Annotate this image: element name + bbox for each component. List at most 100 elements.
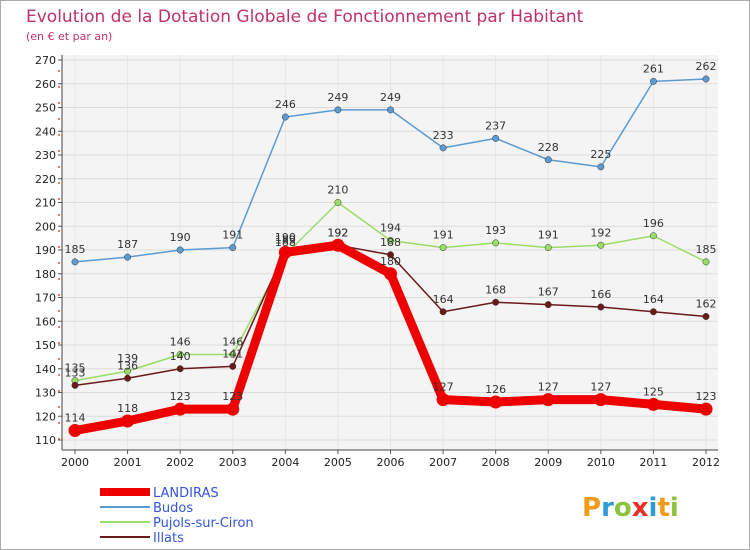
data-point: [702, 258, 710, 266]
data-point: [173, 402, 187, 416]
data-point: [176, 246, 184, 254]
data-label: 261: [643, 62, 664, 75]
data-point: [492, 239, 500, 247]
data-point: [544, 244, 552, 252]
data-label: 141: [222, 347, 243, 360]
data-label: 191: [222, 229, 243, 242]
data-point: [649, 77, 657, 85]
data-label: 192: [327, 226, 348, 239]
y-axis-ticks: 110 120 130 140 150 160 170 180 190 200 210 220 230 2…: [35, 54, 62, 447]
x-tick-label: 2009: [534, 456, 562, 469]
data-label: 135: [65, 362, 86, 375]
y-tick-label: 220: [35, 173, 56, 186]
data-label: 127: [590, 381, 611, 394]
y-tick-label: 210: [35, 197, 56, 210]
data-point: [544, 301, 552, 309]
data-labels: 185 187 190 191 246 249 249 233 237 228 225 261 262 1…: [65, 60, 717, 425]
data-point: [646, 397, 660, 411]
data-point: [124, 253, 132, 261]
data-label: 191: [538, 229, 559, 242]
data-label: 187: [117, 238, 138, 251]
x-tick-label: 2004: [271, 456, 299, 469]
x-tick-label: 2008: [482, 456, 510, 469]
data-label: 185: [696, 243, 717, 256]
data-point: [71, 258, 79, 266]
data-label: 233: [433, 129, 454, 142]
data-label: 167: [538, 286, 559, 299]
data-label: 166: [590, 288, 611, 301]
x-tick-label: 2006: [377, 456, 405, 469]
proxiti-logo: Proxiti: [582, 493, 679, 523]
data-label: 168: [485, 283, 506, 296]
data-point: [649, 308, 657, 316]
data-label: 190: [275, 231, 296, 244]
x-tick-label: 2003: [219, 456, 247, 469]
data-label: 189: [275, 233, 296, 246]
data-point: [544, 156, 552, 164]
y-tick-label: 150: [35, 339, 56, 352]
data-point: [71, 381, 79, 389]
legend-label: LANDIRAS: [153, 486, 219, 501]
data-point: [124, 367, 132, 375]
data-point: [489, 395, 503, 409]
data-point: [597, 241, 605, 249]
data-label: 139: [117, 352, 138, 365]
data-label: 123: [696, 390, 717, 403]
data-point: [176, 365, 184, 373]
legend-label: Illats: [153, 531, 184, 546]
y-tick-label: 140: [35, 363, 56, 376]
chart-title: Evolution de la Dotation Globale de Fonc…: [26, 7, 584, 27]
data-label: 125: [643, 385, 664, 398]
data-point: [702, 313, 710, 320]
data-label: 164: [643, 293, 664, 306]
data-point: [387, 106, 394, 114]
data-label: 188: [380, 236, 401, 249]
data-label: 225: [590, 148, 611, 161]
data-label: 262: [696, 60, 717, 73]
data-label: 249: [380, 91, 401, 104]
data-point: [229, 362, 237, 370]
data-point: [699, 402, 713, 416]
data-point: [439, 244, 447, 252]
x-tick-label: 2007: [429, 456, 457, 469]
y-tick-label: 240: [35, 125, 56, 138]
data-label: 123: [170, 390, 191, 403]
y-tick-label: 180: [35, 268, 56, 281]
data-label: 146: [222, 336, 243, 349]
data-label: 126: [485, 383, 506, 396]
data-point: [334, 106, 342, 114]
data-point: [597, 163, 605, 171]
data-label: 164: [433, 293, 454, 306]
data-point: [278, 245, 292, 259]
data-label: 136: [117, 359, 138, 372]
data-label: 190: [170, 231, 191, 244]
data-label: 246: [275, 98, 296, 111]
y-tick-label: 250: [35, 102, 56, 115]
data-label: 180: [380, 255, 401, 268]
data-point: [124, 374, 132, 382]
data-label: 210: [327, 184, 348, 197]
logo-text: Proxiti: [582, 493, 679, 523]
data-point: [68, 424, 82, 437]
data-point: [702, 75, 710, 83]
data-label: 191: [433, 229, 454, 242]
data-label: 127: [538, 381, 559, 394]
data-point: [387, 251, 394, 259]
data-point: [597, 303, 605, 311]
y-tick-label: 110: [35, 434, 56, 447]
data-point: [281, 113, 289, 121]
legend-label: Budos: [153, 501, 193, 516]
data-point: [649, 232, 657, 240]
data-point: [121, 414, 135, 428]
y-tick-label: 120: [35, 410, 56, 423]
data-label: 196: [643, 217, 664, 230]
data-label: 118: [117, 402, 138, 415]
data-point: [334, 199, 342, 206]
x-tick-label: 2011: [639, 456, 667, 469]
data-point: [229, 244, 237, 252]
x-tick-label: 2001: [114, 456, 142, 469]
data-point: [331, 238, 345, 252]
data-point: [226, 402, 240, 416]
x-tick-label: 2000: [61, 456, 89, 469]
